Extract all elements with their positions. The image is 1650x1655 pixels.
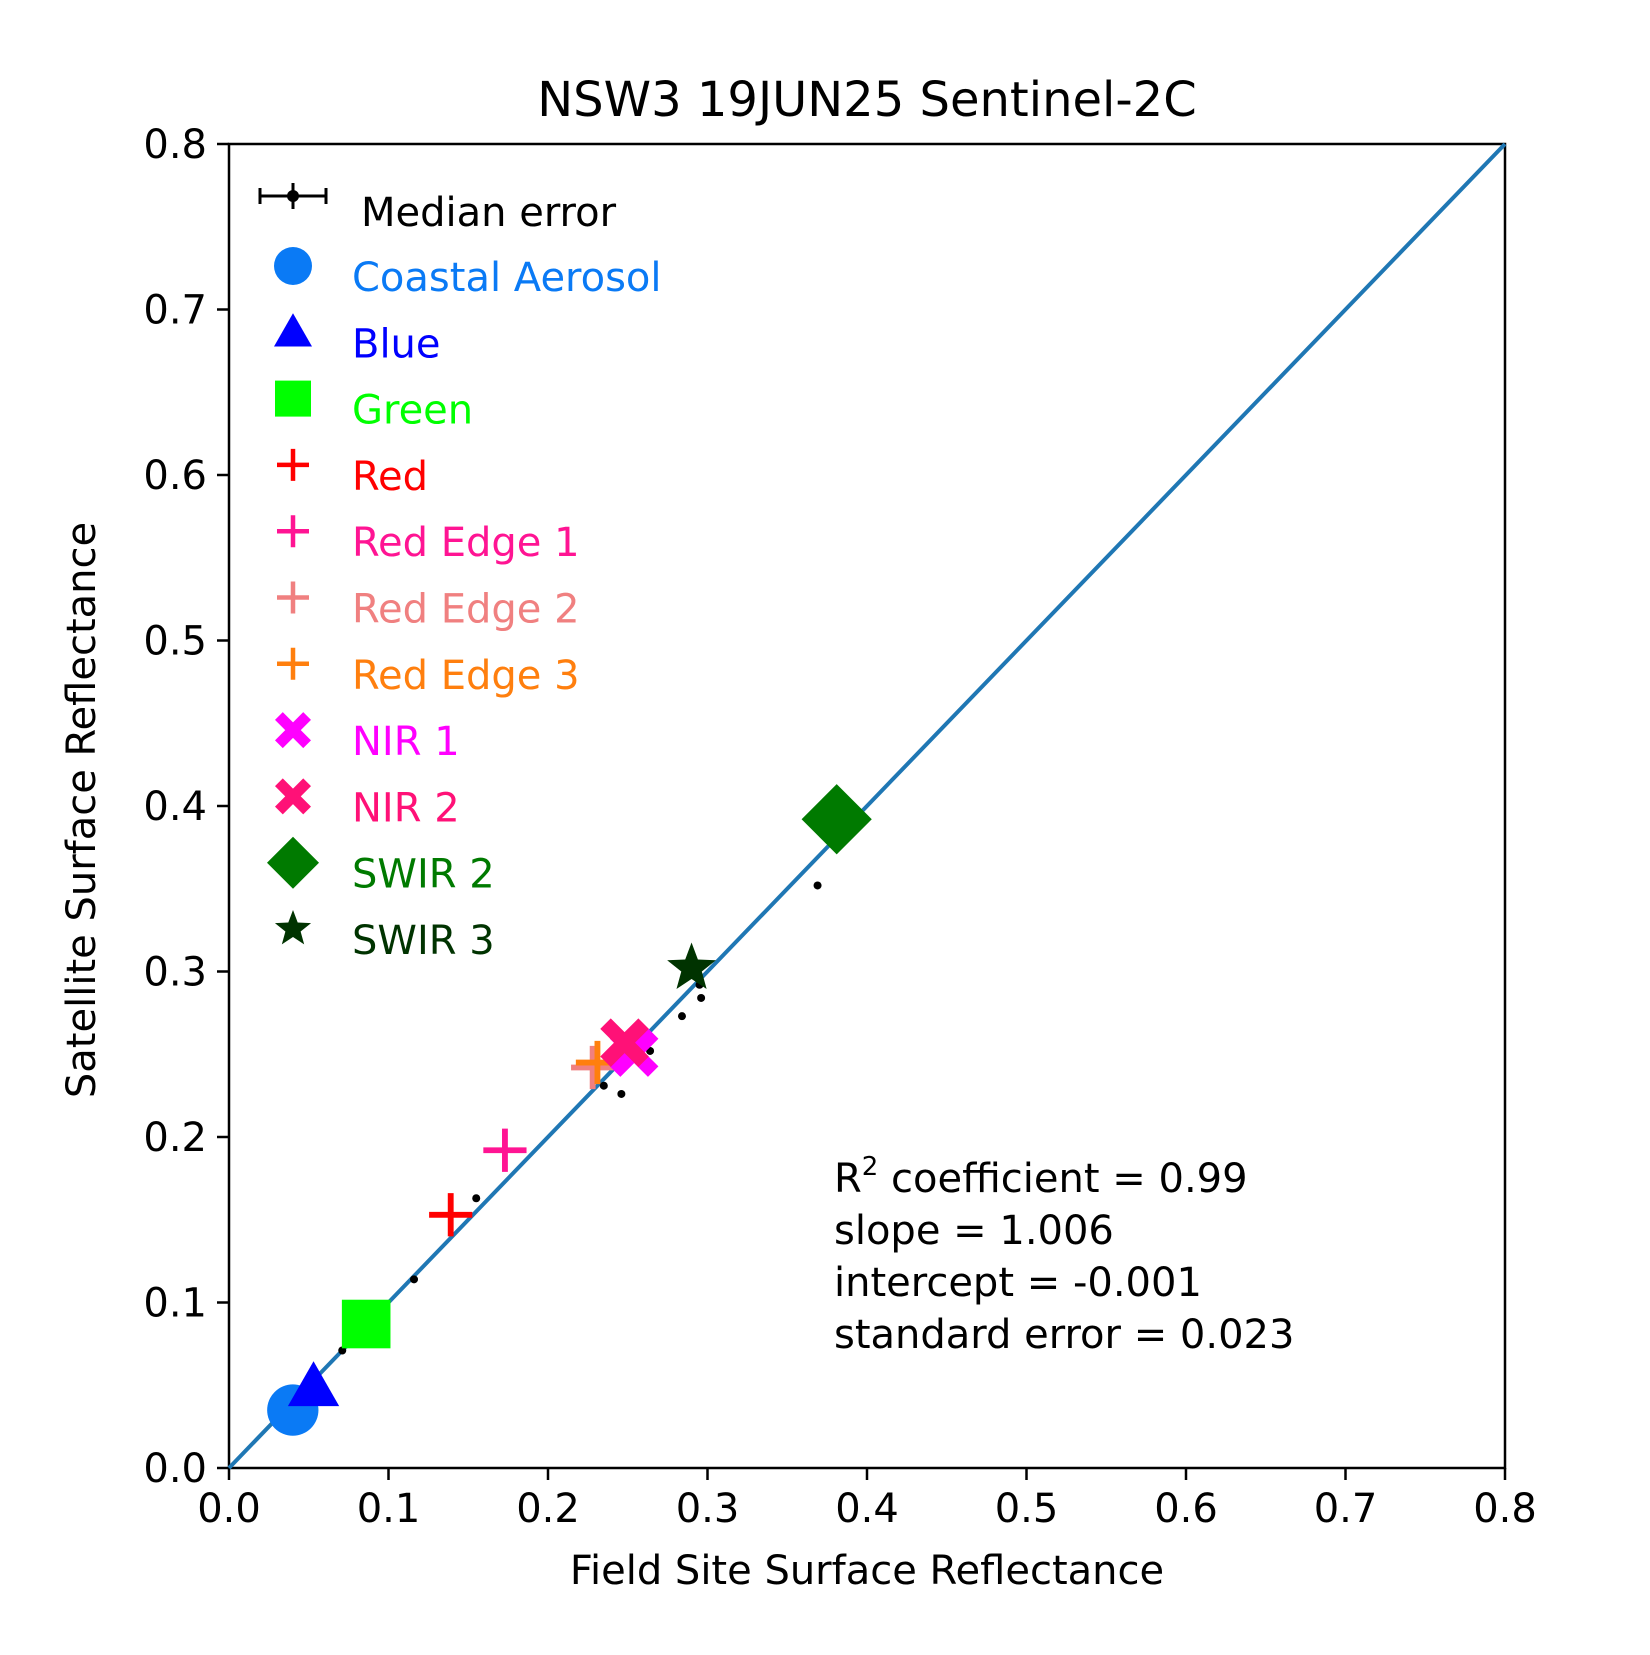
marker-red bbox=[429, 1193, 473, 1237]
legend-label-nir-1: NIR 1 bbox=[352, 719, 460, 765]
legend-marker-coastal-aerosol bbox=[274, 247, 312, 285]
stats-box: R2 coefficient = 0.99 slope = 1.006 inte… bbox=[834, 1152, 1294, 1358]
field-point bbox=[813, 881, 822, 890]
field-point bbox=[617, 1089, 626, 1098]
marker-red-edge-1 bbox=[483, 1128, 527, 1172]
y-tick-label: 0.5 bbox=[143, 619, 207, 665]
x-tick-label: 0.0 bbox=[197, 1486, 261, 1532]
legend-marker-nir-1 bbox=[275, 712, 311, 749]
legend-label-red-edge-3: Red Edge 3 bbox=[352, 653, 580, 699]
x-tick-label: 0.6 bbox=[1154, 1486, 1218, 1532]
one-to-one-line-group bbox=[227, 142, 1507, 1470]
x-tick-label: 0.4 bbox=[835, 1486, 899, 1532]
marker-blue bbox=[287, 1361, 340, 1407]
field-point bbox=[410, 1275, 419, 1284]
one-to-one-line bbox=[227, 142, 1507, 1470]
stat-r2-prefix: R bbox=[834, 1156, 862, 1202]
field-point bbox=[677, 1012, 686, 1021]
y-tick-label: 0.0 bbox=[143, 1446, 207, 1492]
marker-red-edge-2 bbox=[571, 1045, 615, 1090]
y-tick-label: 0.1 bbox=[143, 1281, 207, 1327]
y-tick-label: 0.6 bbox=[143, 453, 207, 499]
field-point bbox=[338, 1346, 347, 1355]
y-tick-label: 0.7 bbox=[143, 288, 207, 334]
legend-label-nir-2: NIR 2 bbox=[352, 785, 460, 831]
y-tick-label: 0.3 bbox=[143, 950, 207, 996]
legend: Median error Coastal Aerosol Blue Green Red R… bbox=[258, 183, 662, 964]
chart-title: NSW3 19JUN25 Sentinel-2C bbox=[537, 72, 1196, 128]
legend-error-dot bbox=[287, 190, 299, 202]
legend-marker-red-edge-3 bbox=[277, 647, 309, 680]
x-tick-label: 0.1 bbox=[357, 1486, 421, 1532]
legend-marker-red-edge-1 bbox=[277, 515, 309, 548]
stat-r2: R2 coefficient = 0.99 bbox=[834, 1152, 1248, 1202]
field-point bbox=[697, 993, 706, 1002]
marker-swir-3 bbox=[667, 942, 716, 989]
x-tick-label: 0.2 bbox=[516, 1486, 580, 1532]
legend-label-coastal-aerosol: Coastal Aerosol bbox=[352, 255, 662, 301]
stat-r2-superscript: 2 bbox=[862, 1152, 879, 1182]
x-tick-label: 0.5 bbox=[995, 1486, 1059, 1532]
y-axis-label: Satellite Surface Reflectance bbox=[59, 522, 105, 1098]
x-tick-label: 0.3 bbox=[676, 1486, 740, 1532]
y-tick-label: 0.2 bbox=[143, 1115, 207, 1161]
x-tick-label: 0.7 bbox=[1314, 1486, 1378, 1532]
x-tick-label: 0.8 bbox=[1473, 1486, 1537, 1532]
legend-label-swir-2: SWIR 2 bbox=[352, 852, 495, 898]
legend-label-median-error: Median error bbox=[361, 190, 617, 236]
legend-marker-swir-3 bbox=[274, 910, 312, 945]
band-markers-group bbox=[267, 784, 872, 1436]
x-axis-label: Field Site Surface Reflectance bbox=[570, 1548, 1164, 1594]
legend-marker-green bbox=[275, 380, 311, 417]
y-tick-label: 0.4 bbox=[143, 784, 207, 830]
marker-swir-2 bbox=[801, 784, 872, 855]
stat-slope: slope = 1.006 bbox=[834, 1208, 1114, 1254]
legend-label-red-edge-2: Red Edge 2 bbox=[352, 587, 580, 633]
marker-nir-2 bbox=[600, 1018, 649, 1067]
stat-r2-rest: coefficient = 0.99 bbox=[878, 1156, 1247, 1202]
legend-label-green: Green bbox=[352, 388, 473, 434]
legend-marker-swir-2 bbox=[267, 836, 319, 889]
field-point bbox=[599, 1081, 608, 1090]
marker-green bbox=[341, 1299, 391, 1349]
legend-marker-nir-2 bbox=[275, 778, 311, 815]
legend-label-blue: Blue bbox=[352, 321, 441, 367]
legend-label-red: Red bbox=[352, 454, 428, 500]
legend-label-swir-3: SWIR 3 bbox=[352, 918, 495, 964]
legend-marker-blue bbox=[274, 313, 312, 347]
legend-marker-red-edge-2 bbox=[277, 581, 309, 614]
legend-marker-red bbox=[277, 448, 309, 481]
field-point bbox=[472, 1194, 481, 1203]
stat-intercept: intercept = -0.001 bbox=[834, 1260, 1202, 1306]
axes: 0.0 0.1 0.2 0.3 0.4 0.5 0.6 0.7 0.8 0.0 0.1 0.2 0.3 0… bbox=[143, 122, 1536, 1532]
stat-standard-error: standard error = 0.023 bbox=[834, 1312, 1294, 1358]
y-tick-label: 0.8 bbox=[143, 122, 207, 168]
legend-label-red-edge-1: Red Edge 1 bbox=[352, 520, 580, 566]
